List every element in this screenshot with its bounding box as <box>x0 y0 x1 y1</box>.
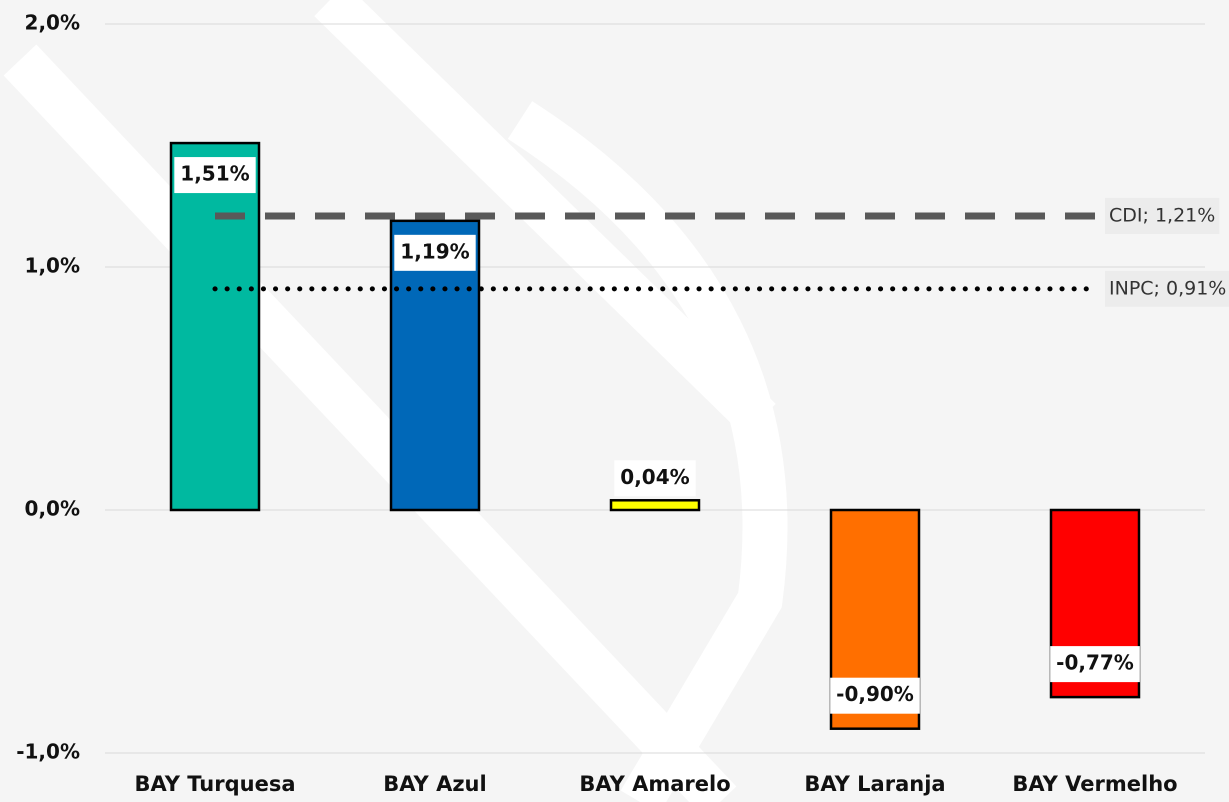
y-tick-label: -1,0% <box>16 740 80 764</box>
watermark <box>3 0 788 802</box>
y-tick-label: 1,0% <box>25 254 80 278</box>
x-tick-label: BAY Vermelho <box>1012 772 1177 796</box>
value-label: 1,19% <box>400 239 469 263</box>
value-label: -0,77% <box>1056 651 1134 675</box>
value-label-box <box>614 460 696 497</box>
value-label: 0,04% <box>620 465 689 489</box>
bar <box>609 499 701 512</box>
value-label: 1,51% <box>180 162 249 186</box>
reference-label: CDI; 1,21% <box>1109 204 1215 226</box>
x-tick-label: BAY Azul <box>383 772 486 796</box>
reference-label-box <box>1105 270 1229 307</box>
reference-label-box <box>1105 197 1220 234</box>
x-tick-label: BAY Turquesa <box>135 772 296 796</box>
value-label-box <box>394 234 476 271</box>
value-label-box <box>1050 646 1140 683</box>
value-label-box <box>830 677 920 714</box>
value-label-box <box>174 157 256 194</box>
reference-label: INPC; 0,91% <box>1109 277 1226 299</box>
x-tick-label: BAY Amarelo <box>579 772 730 796</box>
x-tick-label: BAY Laranja <box>804 772 945 796</box>
y-tick-label: 0,0% <box>25 497 80 521</box>
bar <box>169 141 261 512</box>
y-tick-label: 2,0% <box>25 11 80 35</box>
value-label: -0,90% <box>836 682 914 706</box>
